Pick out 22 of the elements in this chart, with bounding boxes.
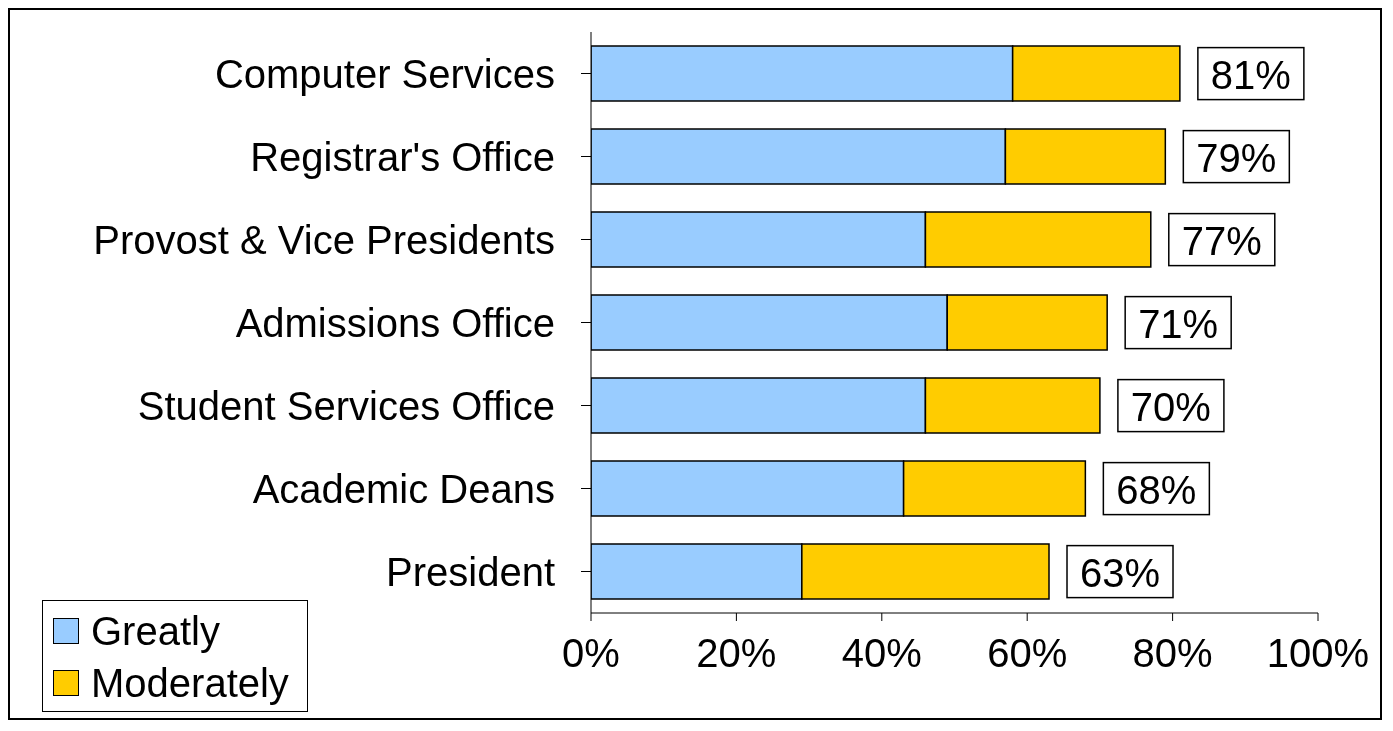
y-tick-label: Admissions Office: [235, 300, 555, 345]
legend-label: Moderately: [91, 660, 289, 707]
x-tick-label: 60%: [987, 631, 1068, 676]
total-label: 71%: [1138, 301, 1219, 346]
x-tick-label: 40%: [841, 631, 922, 676]
legend-label: Greatly: [91, 608, 220, 655]
y-tick-label: Student Services Office: [137, 383, 555, 428]
total-label: 79%: [1196, 135, 1277, 180]
total-label: 70%: [1130, 384, 1211, 429]
x-tick-label: 0%: [562, 631, 620, 676]
total-label: 77%: [1181, 218, 1262, 263]
total-label: 68%: [1116, 467, 1197, 512]
y-tick-label: Registrar's Office: [250, 134, 555, 179]
y-tick-label: President: [386, 549, 555, 594]
x-tick-label: 100%: [1266, 631, 1370, 676]
y-tick-label: Provost & Vice Presidents: [93, 217, 555, 262]
y-tick-label: Computer Services: [214, 51, 555, 96]
x-tick-label: 20%: [696, 631, 777, 676]
total-label: 81%: [1210, 52, 1291, 97]
x-tick-label: 80%: [1132, 631, 1213, 676]
total-label: 63%: [1079, 550, 1161, 595]
y-tick-label: Academic Deans: [252, 466, 555, 511]
